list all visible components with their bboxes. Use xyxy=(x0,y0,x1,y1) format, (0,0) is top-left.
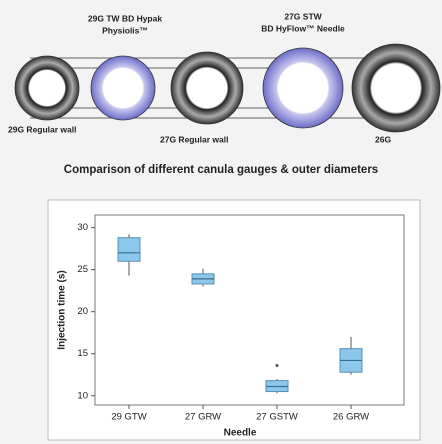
box xyxy=(118,238,140,262)
outlier xyxy=(276,364,279,367)
plot-area xyxy=(95,215,404,405)
ring-label: BD HyFlow™ Needle xyxy=(261,23,345,33)
ring-label: Physiolis™ xyxy=(102,25,148,35)
y-tick-label: 10 xyxy=(77,390,88,401)
x-tick-label: 29 GTW xyxy=(111,412,146,423)
x-tick-label: 27 GRW xyxy=(185,412,221,423)
y-tick-label: 15 xyxy=(77,348,88,359)
x-axis-label: Needle xyxy=(224,428,257,439)
y-tick-label: 25 xyxy=(77,264,88,275)
x-tick-label: 27 GSTW xyxy=(256,412,298,423)
ring-label: 27G Regular wall xyxy=(160,134,229,144)
x-tick-label: 26 GRW xyxy=(333,412,369,423)
ring-label: 29G Regular wall xyxy=(8,124,77,134)
page: {"diagram": {"labels": ["29G TW BD Hypak… xyxy=(0,0,442,444)
ring-label: 26G xyxy=(375,134,391,144)
ring-label: 27G STW xyxy=(284,11,322,21)
caption: Comparison of different canula gauges & … xyxy=(64,164,378,176)
y-tick-label: 20 xyxy=(77,306,88,317)
figure: 29G TW BD Hypak Physiolis™ 27G STW BD Hy… xyxy=(0,0,442,444)
y-axis-label: Injection time (s) xyxy=(57,270,68,349)
ring-diagram xyxy=(15,44,440,132)
ring-label: 29G TW BD Hypak xyxy=(88,13,162,23)
y-tick-label: 30 xyxy=(77,222,88,233)
